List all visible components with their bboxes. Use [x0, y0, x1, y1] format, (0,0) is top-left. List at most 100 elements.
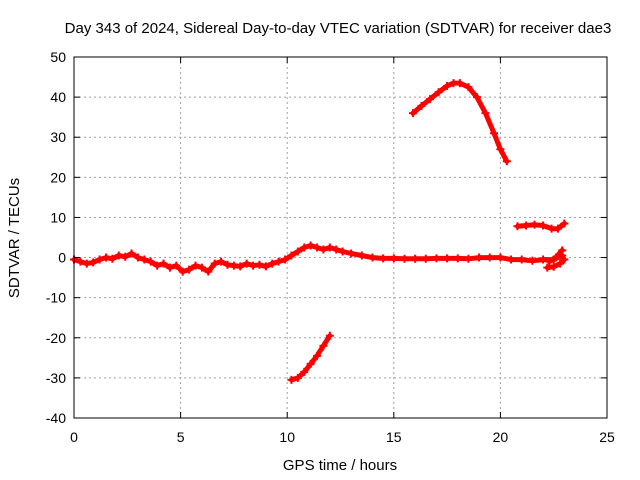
x-tick-label: 25 — [599, 429, 615, 445]
data-point — [485, 253, 494, 262]
data-point — [496, 145, 505, 154]
data-point — [400, 254, 409, 263]
data-point — [140, 255, 149, 264]
data-point — [159, 259, 168, 268]
data-point — [178, 267, 187, 276]
x-tick-label: 0 — [70, 429, 78, 445]
grid — [74, 57, 607, 418]
data-point — [306, 359, 315, 368]
data-point — [255, 260, 264, 269]
data-point — [95, 255, 104, 264]
data-point — [204, 267, 213, 276]
data-point — [472, 93, 481, 102]
data-point — [389, 254, 398, 263]
data-point — [558, 246, 567, 255]
data-point — [319, 341, 328, 350]
data-point — [217, 257, 226, 266]
data-point — [556, 259, 565, 268]
y-tick-label: -30 — [46, 370, 66, 386]
data-point — [545, 257, 554, 266]
data-point — [453, 254, 462, 263]
data-point — [528, 256, 537, 265]
data-point — [191, 261, 200, 270]
data-point — [496, 253, 505, 262]
series-main-trace — [70, 241, 567, 276]
data-point — [490, 129, 499, 138]
data-point — [426, 95, 435, 104]
data-point — [502, 157, 511, 166]
data-point — [281, 255, 290, 264]
data-point — [76, 257, 85, 266]
y-tick-label: -20 — [46, 330, 66, 346]
data-point — [549, 262, 558, 271]
data-point — [293, 247, 302, 256]
series-right-lower — [543, 255, 569, 272]
data-point — [185, 265, 194, 274]
data-point — [313, 351, 322, 360]
x-tick-label: 10 — [279, 429, 295, 445]
x-tick-label: 5 — [177, 429, 185, 445]
data-point — [153, 261, 162, 270]
data-point — [553, 224, 562, 233]
data-point — [268, 259, 277, 268]
data-point — [325, 243, 334, 252]
data-point — [300, 243, 309, 252]
data-point — [82, 259, 91, 268]
data-point — [443, 254, 452, 263]
data-point — [293, 373, 302, 382]
data-point — [165, 263, 174, 272]
data-point — [513, 222, 522, 231]
y-tick-label: 20 — [50, 169, 66, 185]
data-point — [530, 220, 539, 229]
series-high-arc — [408, 79, 511, 166]
data-point — [325, 331, 334, 340]
data-point — [421, 254, 430, 263]
data-point — [408, 109, 417, 118]
data-point — [287, 251, 296, 260]
y-tick-label: 30 — [50, 129, 66, 145]
data-point — [417, 101, 426, 110]
x-tick-label: 20 — [493, 429, 509, 445]
data-point — [560, 219, 569, 228]
data-point — [347, 249, 356, 258]
data-point — [108, 254, 117, 263]
plot-data — [70, 79, 569, 384]
y-tick-label: 0 — [58, 250, 66, 266]
data-point — [560, 255, 569, 264]
data-point — [539, 255, 548, 264]
data-point — [261, 262, 270, 271]
data-point — [357, 251, 366, 260]
data-point — [411, 254, 420, 263]
data-point — [521, 221, 530, 230]
data-point — [274, 257, 283, 266]
data-point — [300, 367, 309, 376]
series-right-upper — [513, 219, 569, 233]
data-point — [133, 253, 142, 262]
data-point — [481, 109, 490, 118]
y-tick-label: 10 — [50, 209, 66, 225]
data-point — [197, 263, 206, 272]
data-point — [121, 252, 130, 261]
chart-title: Day 343 of 2024, Sidereal Day-to-day VTE… — [65, 20, 612, 37]
data-point — [287, 375, 296, 384]
series-right-rise — [545, 246, 567, 266]
data-point — [306, 241, 315, 250]
data-point — [313, 243, 322, 252]
data-point — [127, 249, 136, 258]
data-point — [114, 251, 123, 260]
y-tick-label: 40 — [50, 89, 66, 105]
data-point — [146, 257, 155, 266]
data-point — [332, 245, 341, 254]
axis-ticks: 0 5 10 15 20 25 -40 -30 -20 -10 0 10 20 30 40 50 — [46, 49, 615, 445]
data-point — [319, 245, 328, 254]
data-point — [464, 254, 473, 263]
data-point — [443, 81, 452, 90]
data-point — [432, 254, 441, 263]
data-point — [507, 255, 516, 264]
data-point — [464, 83, 473, 92]
data-point — [551, 253, 560, 262]
data-point — [338, 247, 347, 256]
plot-frame — [73, 56, 608, 419]
data-point — [539, 221, 548, 230]
